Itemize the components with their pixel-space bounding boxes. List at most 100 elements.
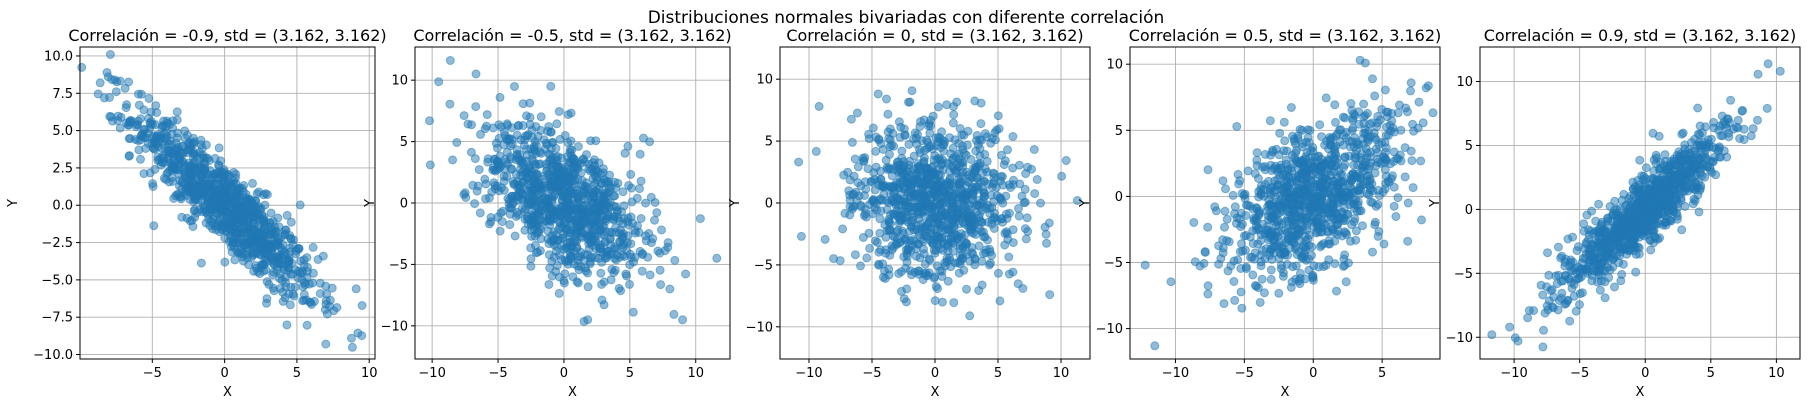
scatter-point (647, 238, 656, 248)
scatter-point (994, 124, 1004, 134)
scatter-point (1323, 208, 1333, 218)
scatter-point (175, 192, 185, 202)
scatter-point (907, 86, 917, 96)
scatter-point (895, 238, 904, 248)
scatter-point (623, 231, 633, 241)
scatter-point (220, 194, 230, 204)
y-tick-label: −2.5 (41, 236, 73, 251)
scatter-point (272, 265, 282, 275)
scatter-point (865, 243, 875, 253)
scatter-point (1538, 290, 1548, 300)
scatter-point (971, 173, 981, 183)
scatter-point (894, 117, 904, 127)
y-axis-label: Y (363, 199, 378, 208)
scatter-point (1045, 290, 1055, 300)
scatter-point (937, 233, 947, 243)
scatter-point (960, 201, 969, 211)
scatter-point (983, 235, 992, 245)
scatter-point (482, 110, 492, 120)
scatter-point (1340, 193, 1350, 203)
scatter-point (811, 146, 821, 156)
scatter-point (1230, 202, 1240, 212)
scatter-point (1235, 214, 1244, 224)
scatter-point (495, 151, 505, 161)
scatter-point (1277, 194, 1287, 204)
scatter-point (1409, 126, 1419, 136)
scatter-point (134, 89, 143, 99)
scatter-point (949, 102, 958, 111)
scatter-point (643, 252, 653, 262)
scatter-point (527, 220, 537, 230)
scatter-point (1338, 178, 1348, 188)
scatter-point (1241, 230, 1251, 240)
x-tick-label: 10 (361, 366, 378, 381)
scatter-point (1259, 288, 1269, 298)
scatter-point (285, 300, 295, 310)
scatter-point (946, 203, 956, 213)
scatter-point (1315, 120, 1325, 130)
scatter-point (452, 138, 462, 147)
scatter-point (514, 187, 524, 197)
scatter-point (1000, 156, 1010, 166)
scatter-point (978, 227, 988, 237)
scatter-point (1400, 172, 1410, 182)
y-tick-label: 10 (756, 73, 773, 88)
scatter-point (1360, 111, 1370, 121)
scatter-point (302, 320, 312, 330)
scatter-point (159, 153, 169, 163)
scatter-point (862, 253, 872, 263)
scatter-point (332, 303, 342, 312)
scatter-point (238, 213, 248, 222)
scatter-point (856, 261, 865, 271)
scatter-point (1203, 222, 1213, 232)
scatter-point (636, 214, 646, 223)
scatter-point (261, 265, 271, 275)
x-tick-label: 10 (1053, 366, 1070, 381)
scatter-point (623, 213, 633, 223)
scatter-point (1641, 163, 1651, 173)
scatter-point (470, 199, 480, 209)
scatter-point (1256, 188, 1266, 198)
scatter-point (552, 119, 562, 129)
scatter-point (877, 195, 887, 205)
x-tick-label: −5 (1235, 366, 1254, 381)
scatter-point (592, 175, 602, 185)
scatter-point (1248, 270, 1258, 280)
scatter-point (650, 215, 659, 225)
scatter-point (1331, 150, 1341, 160)
scatter-point (239, 227, 249, 237)
scatter-panel-1: −5 0 5 10−10.0−7.5−5.0−2.50.02.55.07.510.0C… (6, 26, 387, 400)
scatter-point (524, 200, 534, 209)
scatter-point (497, 183, 506, 193)
scatter-point (1368, 198, 1377, 208)
scatter-point (1753, 115, 1762, 125)
scatter-point (1414, 97, 1424, 107)
panel-title: Correlación = -0.5, std = (3.162, 3.162) (413, 26, 731, 45)
scatter-point (1286, 103, 1296, 112)
scatter-point (275, 254, 285, 264)
scatter-point (566, 108, 576, 118)
scatter-point (146, 107, 156, 117)
scatter-point (552, 261, 562, 271)
x-axis-label: X (568, 385, 577, 400)
scatter-point (560, 269, 570, 279)
scatter-point (1385, 121, 1395, 130)
scatter-point (1554, 296, 1564, 305)
scatter-point (1368, 247, 1377, 257)
scatter-point (1150, 341, 1160, 351)
scatter-point (77, 62, 87, 72)
scatter-point (1233, 255, 1243, 265)
scatter-point (321, 281, 331, 291)
scatter-point (518, 121, 528, 130)
scatter-point (1403, 107, 1412, 117)
scatter-point (163, 118, 173, 128)
scatter-point (681, 269, 691, 279)
scatter-point (351, 284, 361, 294)
scatter-point (980, 176, 989, 186)
scatter-point (1693, 103, 1703, 113)
scatter-point (878, 259, 888, 269)
scatter-point (1610, 282, 1619, 292)
x-tick-label: 0 (1309, 366, 1317, 381)
